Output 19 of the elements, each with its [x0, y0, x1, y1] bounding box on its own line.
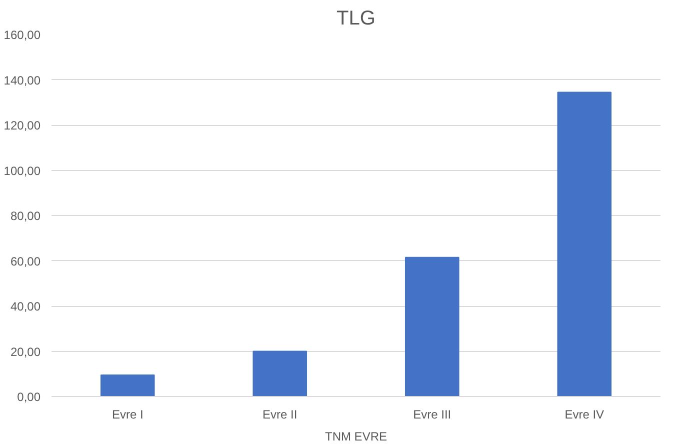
bar	[252, 350, 308, 396]
chart-title: TLG	[336, 8, 376, 30]
x-tick-label: Evre III	[413, 408, 452, 422]
x-tick-label: Evre I	[112, 408, 144, 422]
bar	[557, 92, 612, 396]
y-tick-label: 80,00	[10, 209, 41, 223]
x-tick-label: Evre II	[262, 408, 298, 422]
x-axis-title: TNM EVRE	[325, 430, 388, 444]
y-tick-label: 40,00	[10, 300, 41, 314]
y-tick-label: 160,00	[4, 28, 41, 42]
y-tick-label: 120,00	[4, 118, 41, 132]
bar	[404, 256, 460, 396]
y-tick-label: 20,00	[10, 344, 41, 359]
x-tick-label: Evre IV	[564, 408, 604, 422]
y-tick-label: 100,00	[4, 164, 41, 178]
bar	[100, 374, 155, 396]
y-tick-label: 140,00	[4, 73, 41, 88]
y-tick-label: 0,00	[17, 390, 41, 404]
y-tick-label: 60,00	[10, 254, 41, 268]
